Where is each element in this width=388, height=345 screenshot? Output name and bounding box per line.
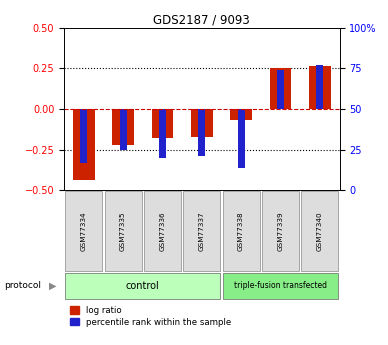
FancyBboxPatch shape xyxy=(65,273,220,298)
Text: GSM77337: GSM77337 xyxy=(199,211,205,251)
Text: ▶: ▶ xyxy=(48,281,56,291)
Bar xyxy=(112,109,134,145)
Text: GSM77338: GSM77338 xyxy=(238,211,244,251)
Text: GSM77335: GSM77335 xyxy=(120,211,126,251)
Bar xyxy=(152,109,173,138)
Legend: log ratio, percentile rank within the sample: log ratio, percentile rank within the sa… xyxy=(68,304,232,328)
Text: GSM77339: GSM77339 xyxy=(277,211,284,251)
Bar xyxy=(316,65,323,109)
FancyBboxPatch shape xyxy=(262,191,299,271)
Bar xyxy=(237,109,245,168)
Text: protocol: protocol xyxy=(4,282,41,290)
Text: GSM77340: GSM77340 xyxy=(317,211,323,251)
Title: GDS2187 / 9093: GDS2187 / 9093 xyxy=(153,13,250,27)
FancyBboxPatch shape xyxy=(144,191,181,271)
FancyBboxPatch shape xyxy=(223,273,338,298)
FancyBboxPatch shape xyxy=(65,191,102,271)
Bar xyxy=(309,66,331,109)
Bar xyxy=(230,109,252,120)
Text: control: control xyxy=(126,281,159,291)
Text: GSM77334: GSM77334 xyxy=(81,211,87,251)
Bar xyxy=(159,109,166,158)
Text: triple-fusion transfected: triple-fusion transfected xyxy=(234,282,327,290)
Bar xyxy=(191,109,213,137)
FancyBboxPatch shape xyxy=(104,191,142,271)
FancyBboxPatch shape xyxy=(223,191,260,271)
Bar xyxy=(198,109,205,156)
Bar xyxy=(277,70,284,109)
FancyBboxPatch shape xyxy=(183,191,220,271)
Bar xyxy=(73,109,95,180)
Text: GSM77336: GSM77336 xyxy=(159,211,165,251)
Bar xyxy=(80,109,87,163)
FancyBboxPatch shape xyxy=(301,191,338,271)
Bar xyxy=(120,109,126,150)
Bar xyxy=(270,68,291,109)
